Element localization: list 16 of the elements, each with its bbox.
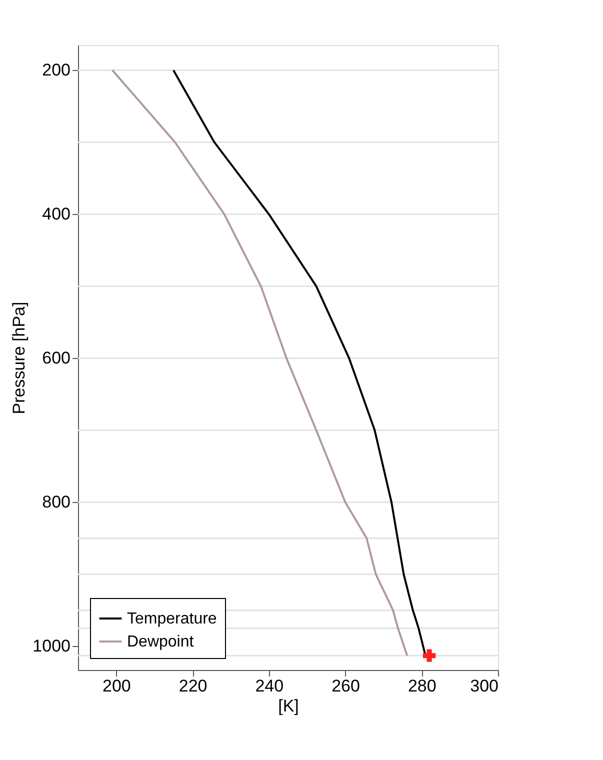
legend-label: Temperature xyxy=(127,610,217,628)
y-tick-label: 400 xyxy=(42,204,70,224)
x-tick-label: 280 xyxy=(408,676,436,696)
legend-label: Dewpoint xyxy=(127,634,194,650)
y-tick-label: 200 xyxy=(42,60,70,80)
y-tick-label: 1000 xyxy=(32,636,70,656)
x-tick-label: 260 xyxy=(332,676,360,696)
line-series xyxy=(111,69,408,657)
x-tick-label: 300 xyxy=(470,676,498,696)
x-tick-label: 220 xyxy=(178,676,208,696)
x-tick-label: 240 xyxy=(255,676,284,696)
y-tick-label: 600 xyxy=(42,348,70,368)
y-axis-title: Pressure [hPa] xyxy=(10,302,29,414)
x-tick-label: 200 xyxy=(102,676,131,696)
y-tick-label: 800 xyxy=(42,492,70,512)
x-axis-title: [K] xyxy=(278,696,299,716)
